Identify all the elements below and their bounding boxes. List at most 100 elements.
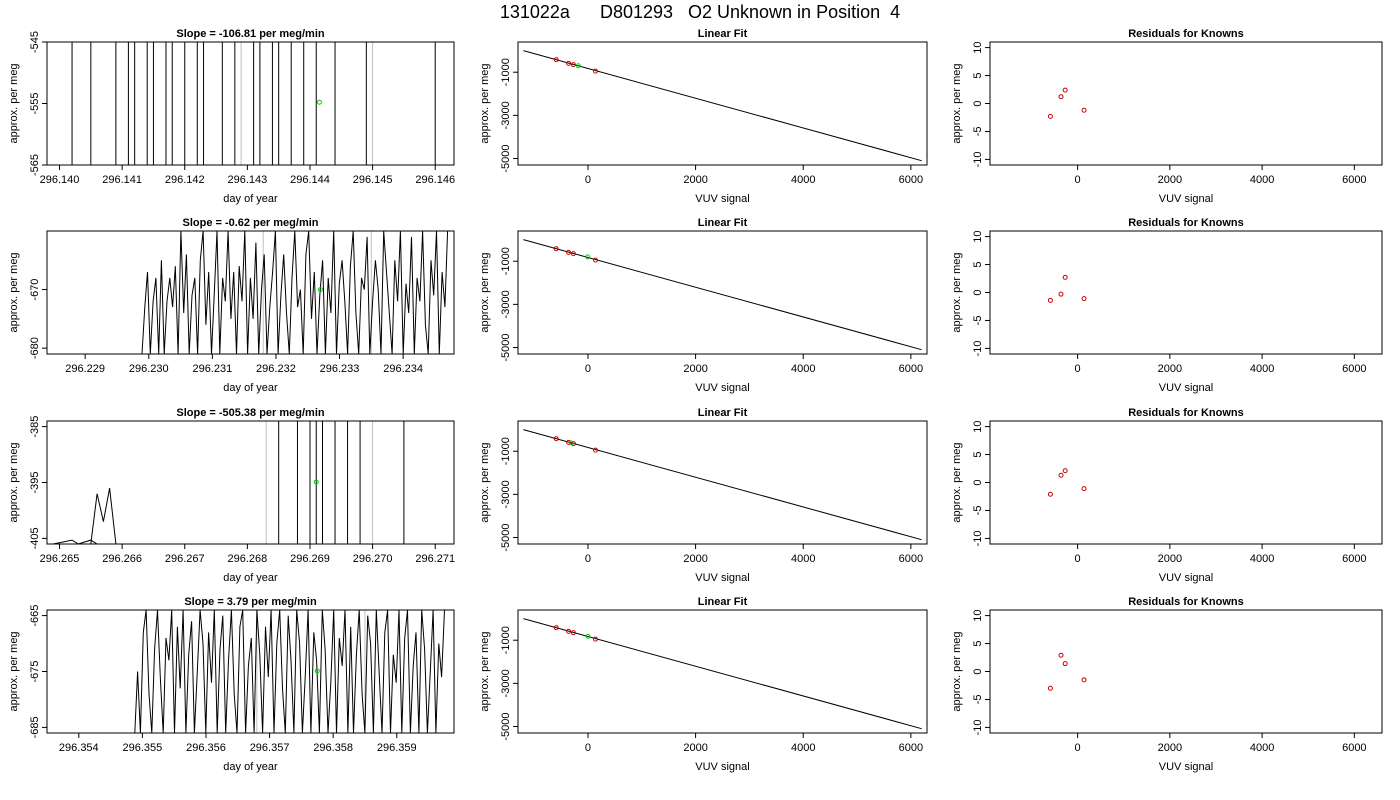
- plot-frame: [989, 420, 1383, 545]
- plot-frame: [517, 609, 928, 734]
- x-tick-label: 296.230: [129, 363, 169, 375]
- x-tick-label: 2000: [1158, 742, 1182, 754]
- y-tick-label: 5: [972, 451, 984, 457]
- plot-frame: [46, 420, 455, 545]
- known-point: [1058, 94, 1064, 100]
- x-axis-label: VUV signal: [1159, 193, 1213, 205]
- known-point: [1058, 472, 1064, 478]
- x-tick-label: 4000: [791, 742, 815, 754]
- y-tick-label: -3000: [500, 290, 512, 318]
- y-tick-label: -10: [972, 719, 984, 735]
- plot-area: [1047, 87, 1087, 119]
- x-tick-label: 6000: [899, 174, 923, 186]
- unknown-point: [568, 440, 574, 446]
- y-tick-label: -3000: [500, 669, 512, 697]
- figure-title: 131022a D801293 O2 Unknown in Position 4: [499, 2, 901, 22]
- x-tick-label: 296.232: [256, 363, 296, 375]
- x-tick-label: 0: [1075, 742, 1081, 754]
- x-tick-label: 6000: [1342, 174, 1366, 186]
- x-tick-label: 296.355: [123, 742, 163, 754]
- plot-frame: [517, 420, 928, 545]
- known-point: [1062, 87, 1068, 93]
- x-tick-label: 296.359: [377, 742, 417, 754]
- unknown-point: [317, 287, 323, 293]
- panel-3-1: Slope = -505.38 per meg/min 296.265 296.26…: [8, 407, 455, 584]
- y-tick-label: -685: [29, 716, 41, 738]
- x-tick-label: 0: [585, 363, 591, 375]
- y-axis-label: approx. per meg: [951, 252, 963, 332]
- known-point: [592, 68, 598, 74]
- x-tick-label: 6000: [1342, 742, 1366, 754]
- x-axis-label: VUV signal: [695, 572, 749, 584]
- known-point: [1062, 468, 1068, 474]
- x-axis-label: VUV signal: [695, 193, 749, 205]
- known-point: [1047, 297, 1053, 303]
- x-tick-label: 0: [1075, 553, 1081, 565]
- known-point: [592, 257, 598, 263]
- x-tick-label: 296.354: [59, 742, 99, 754]
- known-point: [570, 251, 576, 257]
- unknown-point: [585, 254, 591, 260]
- known-point: [1058, 652, 1064, 658]
- panel-4-2: Linear Fit 0 2000 4000 6000 -5000 -3000 -1000 VU…: [479, 596, 928, 773]
- x-tick-label: 296.142: [165, 174, 205, 186]
- x-axis-label: VUV signal: [1159, 572, 1213, 584]
- y-tick-label: -1000: [500, 58, 512, 86]
- panel-title: Residuals for Knowns: [1128, 28, 1244, 40]
- plot-area: [523, 429, 922, 541]
- x-tick-label: 2000: [1158, 174, 1182, 186]
- panel-title: Slope = -106.81 per meg/min: [176, 28, 325, 40]
- y-axis-label: approx. per meg: [951, 631, 963, 711]
- panel-title: Linear Fit: [698, 596, 748, 608]
- x-axis-label: day of year: [223, 193, 278, 205]
- unknown-point: [314, 668, 320, 674]
- x-tick-label: 4000: [1250, 553, 1274, 565]
- panel-3-3: Residuals for Knowns 0 2000 4000 6000 -10 -5 0 5…: [951, 407, 1383, 584]
- known-point: [566, 249, 572, 255]
- x-tick-label: 4000: [1250, 363, 1274, 375]
- y-axis-label: approx. per meg: [8, 631, 20, 711]
- panel-4-1: Slope = 3.79 per meg/min 296.354 296.355 29…: [8, 596, 455, 773]
- y-tick-label: -680: [29, 337, 41, 359]
- panel-title: Linear Fit: [698, 217, 748, 229]
- known-point: [592, 447, 598, 453]
- known-point: [553, 57, 559, 63]
- plot-area: [139, 231, 449, 354]
- plot-frame: [46, 230, 455, 355]
- y-tick-label: -1000: [500, 626, 512, 654]
- unknown-point: [313, 479, 319, 485]
- plot-area: [71, 42, 436, 165]
- x-tick-label: 0: [585, 742, 591, 754]
- y-tick-label: -3000: [500, 101, 512, 129]
- y-tick-label: 5: [972, 640, 984, 646]
- x-tick-label: 6000: [1342, 363, 1366, 375]
- y-axis-label: approx. per meg: [951, 63, 963, 143]
- x-tick-label: 2000: [683, 174, 707, 186]
- x-tick-label: 6000: [899, 742, 923, 754]
- y-axis-label: approx. per meg: [951, 442, 963, 522]
- y-tick-label: -385: [29, 416, 41, 438]
- x-tick-label: 0: [1075, 363, 1081, 375]
- y-tick-label: -555: [29, 92, 41, 114]
- y-tick-label: -5: [972, 695, 984, 705]
- trace-line: [90, 488, 117, 544]
- panel-3-2: Linear Fit 0 2000 4000 6000 -5000 -3000 -1000 VU…: [479, 407, 928, 584]
- y-tick-label: -5: [972, 127, 984, 137]
- x-tick-label: 4000: [791, 553, 815, 565]
- y-tick-label: -5000: [500, 712, 512, 740]
- plot-frame: [989, 41, 1383, 166]
- x-tick-label: 296.141: [102, 174, 142, 186]
- y-axis-label: approx. per meg: [8, 63, 20, 143]
- panel-title: Slope = -0.62 per meg/min: [182, 217, 318, 229]
- known-point: [1062, 661, 1068, 667]
- y-tick-label: 10: [972, 41, 984, 53]
- y-tick-label: -5000: [500, 523, 512, 551]
- plot-area: [523, 618, 922, 730]
- x-tick-label: 2000: [683, 742, 707, 754]
- plot-frame: [517, 41, 928, 166]
- x-axis-label: VUV signal: [1159, 761, 1213, 773]
- x-tick-label: 2000: [683, 553, 707, 565]
- x-tick-label: 296.270: [353, 553, 393, 565]
- x-tick-label: 296.358: [313, 742, 353, 754]
